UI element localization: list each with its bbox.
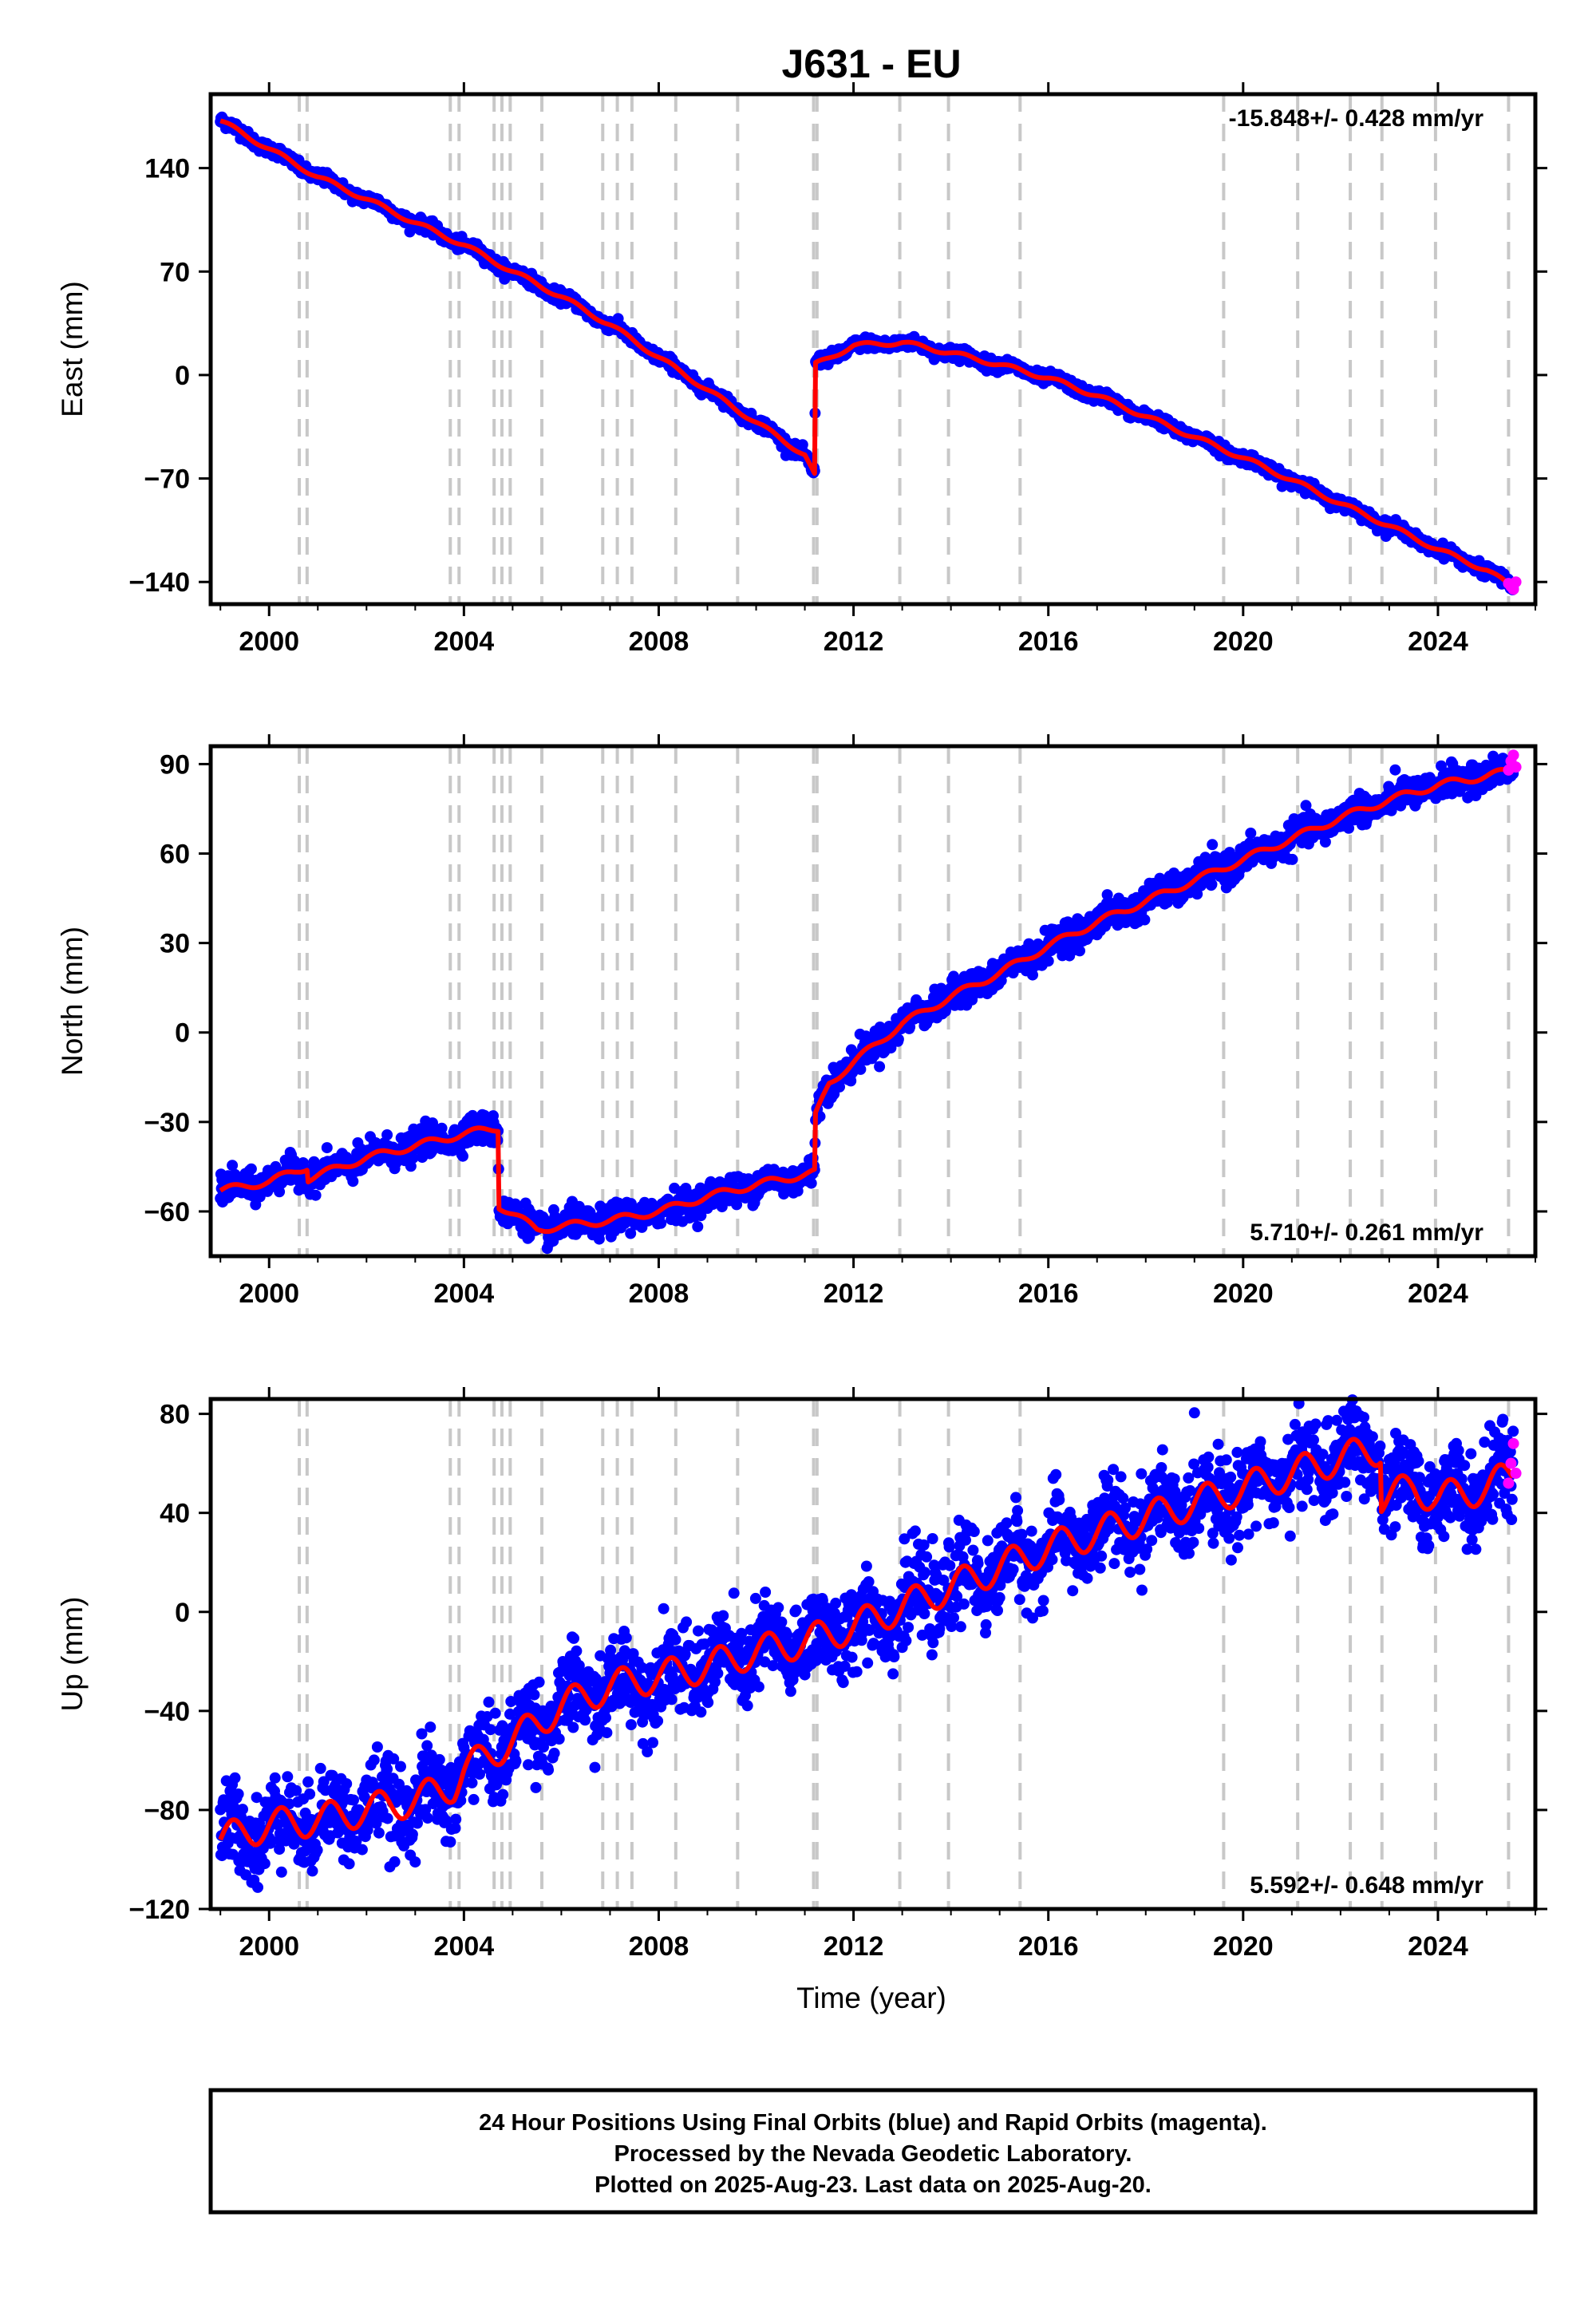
final-orbit-point [1074,945,1085,957]
x-tick-label: 2004 [434,1279,495,1309]
y-tick-label: 30 [160,929,190,959]
final-orbit-point [692,1221,704,1232]
y-tick-label: 0 [175,1018,190,1049]
final-orbit-point [855,1063,867,1075]
y-axis-label-east: East (mm) [56,281,89,417]
final-orbit-point [321,1142,333,1154]
x-tick-label: 2000 [239,626,299,657]
x-tick-label: 2020 [1213,1279,1274,1309]
y-tick-label: 60 [160,840,190,870]
x-tick-label: 2016 [1018,626,1079,657]
y-axis-label-north: North (mm) [56,927,89,1076]
rapid-orbit-point [1510,576,1522,588]
panel-east: 2000 2004 2008 2012 2016 2020 2024 −140 −70 0 70 14… [56,82,1547,657]
x-tick-label: 2024 [1408,1279,1468,1309]
final-orbit-point [1207,839,1219,851]
final-orbit-point [347,1176,359,1188]
y-tick-label: 140 [144,154,190,184]
x-tick-label: 2008 [629,626,689,657]
x-tick-label: 2008 [629,1279,689,1309]
final-orbit-point [1139,914,1151,926]
y-tick-label: 0 [175,361,190,391]
final-orbit-point [874,1061,886,1073]
final-orbit-point [457,1150,468,1162]
final-orbit-point [1206,879,1218,891]
panels-group: 2000 2004 2008 2012 2016 2020 2024 −140 −70 0 70 14… [56,82,1547,1962]
x-tick-label: 2012 [824,626,884,657]
rate-annotation-north: 5.710+/- 0.261 mm/yr [1250,1219,1483,1246]
y-tick-label: 70 [160,257,190,287]
final-orbit-point [1245,828,1257,839]
x-tick-label: 2016 [1018,1279,1079,1309]
y-tick-label: −70 [144,464,190,495]
x-tick-label: 2004 [434,626,495,657]
final-orbit-point [1286,853,1298,865]
x-tick-label: 2024 [1408,626,1468,657]
final-orbit-point [381,1129,393,1140]
panel-up: 2000 2004 2008 2012 2016 2020 2024−120−80−4004… [56,1387,1547,1962]
x-tick-label: 2012 [824,1279,884,1309]
panel-north: 2000 2004 2008 2012 2016 2020 2024 −60 −30 0 30 60 9… [56,734,1547,1309]
final-orbit-point [245,1163,257,1175]
x-tick-label: 2020 [1213,626,1274,657]
y-tick-label: 90 [160,749,190,780]
final-orbit-point [1389,764,1401,776]
final-orbit-point [1042,955,1054,967]
x-tick-label: 2000 [239,1279,299,1309]
rapid-orbit-point [1507,749,1519,761]
final-orbit-point [1027,969,1038,981]
rate-annotation-east: -15.848+/- 0.428 mm/yr [1229,105,1484,132]
y-tick-label: −30 [144,1108,190,1138]
y-tick-label: −60 [144,1197,190,1227]
y-tick-label: −140 [128,567,190,598]
final-orbit-point [655,1217,667,1229]
figure-title: J631 - EU [781,41,961,86]
rapid-orbit-point [1510,761,1522,773]
final-orbit-point [310,1189,322,1201]
